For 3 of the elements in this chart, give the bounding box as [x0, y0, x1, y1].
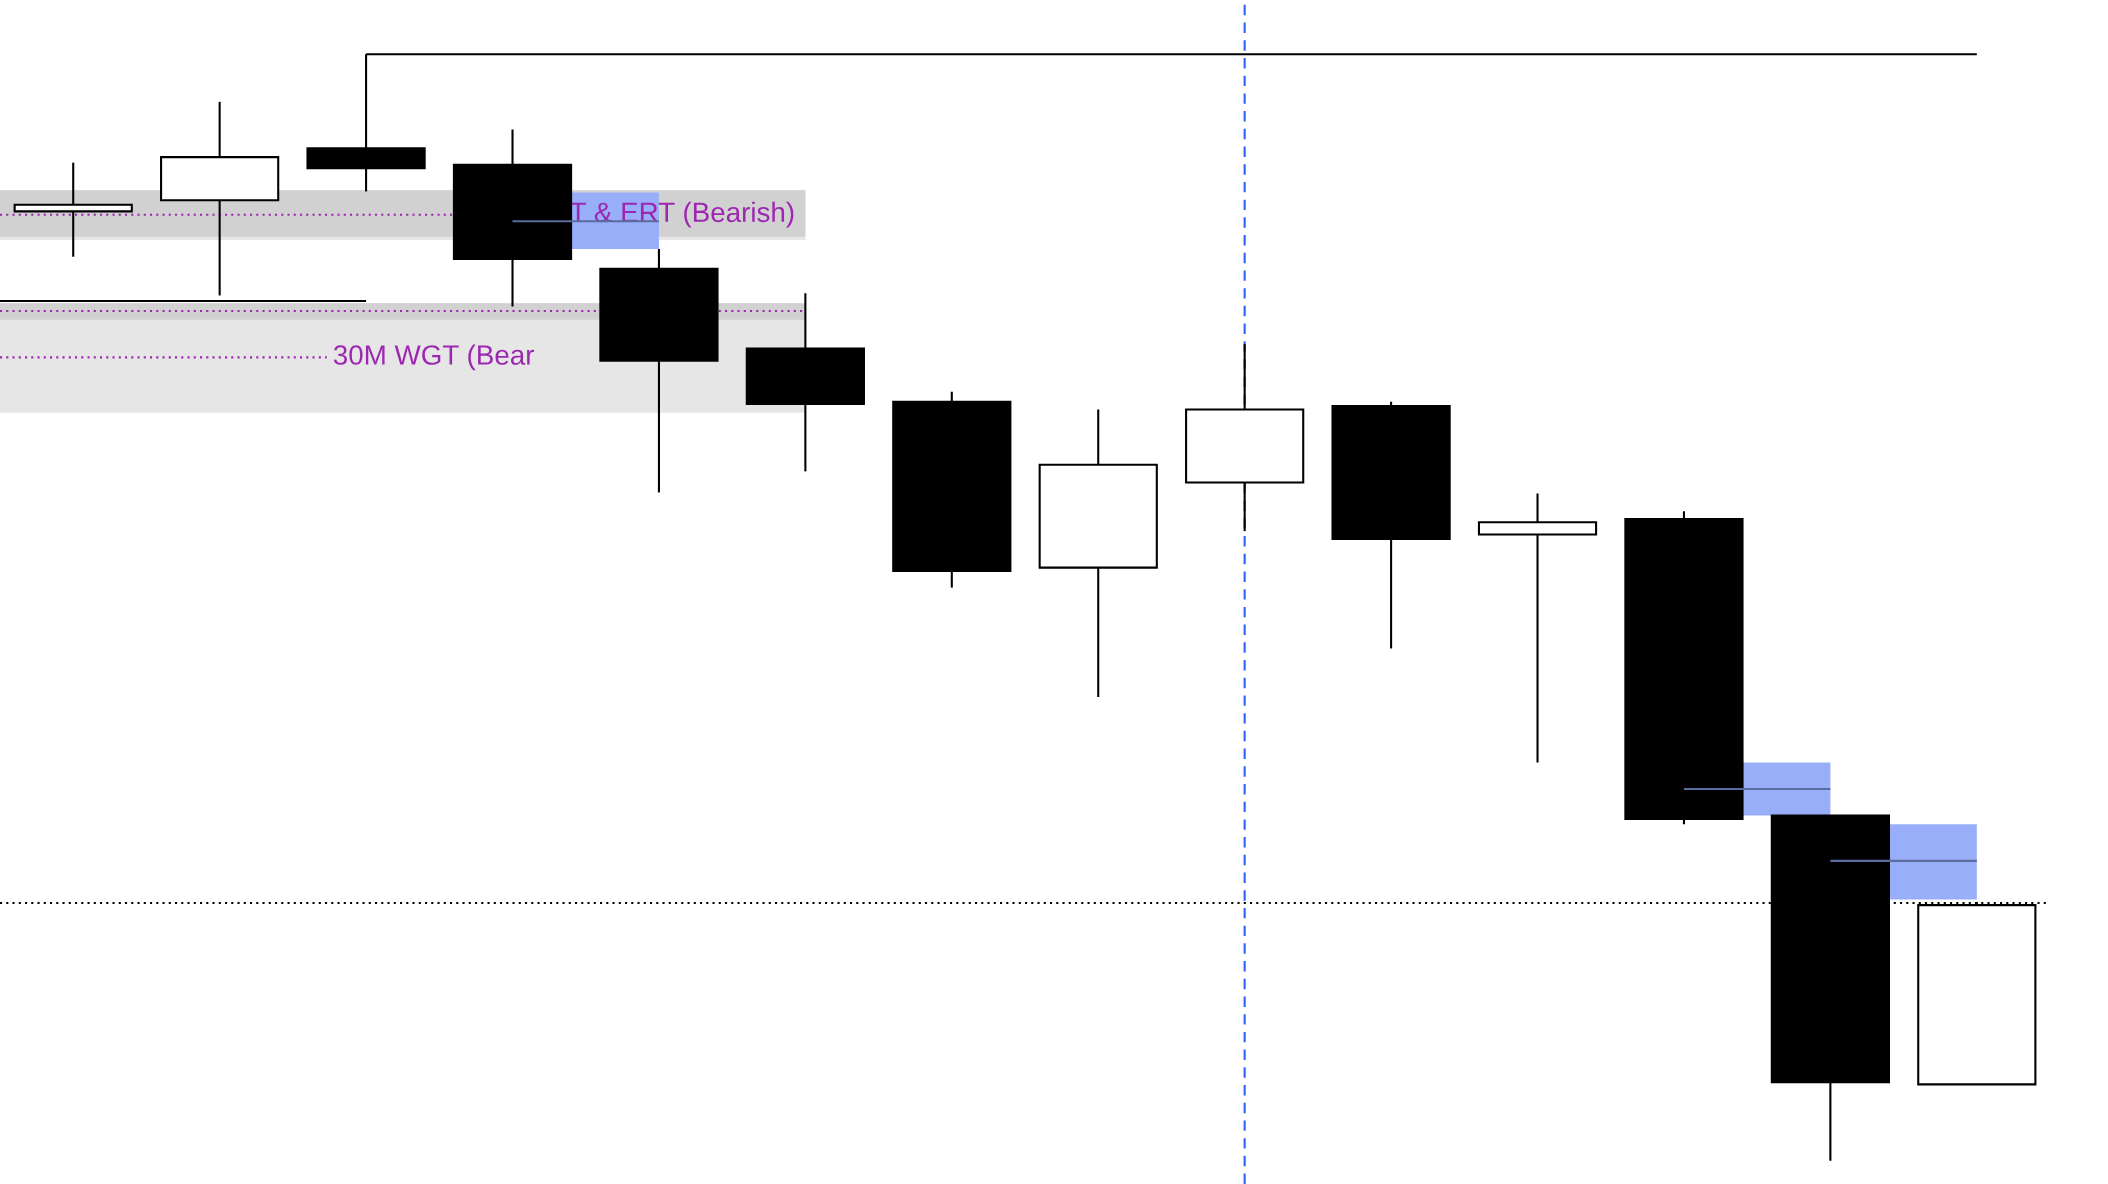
candlestick [13, 161, 133, 258]
candlestick [1477, 492, 1598, 764]
ref-line-label: 30M WGT (Bear [333, 344, 535, 371]
